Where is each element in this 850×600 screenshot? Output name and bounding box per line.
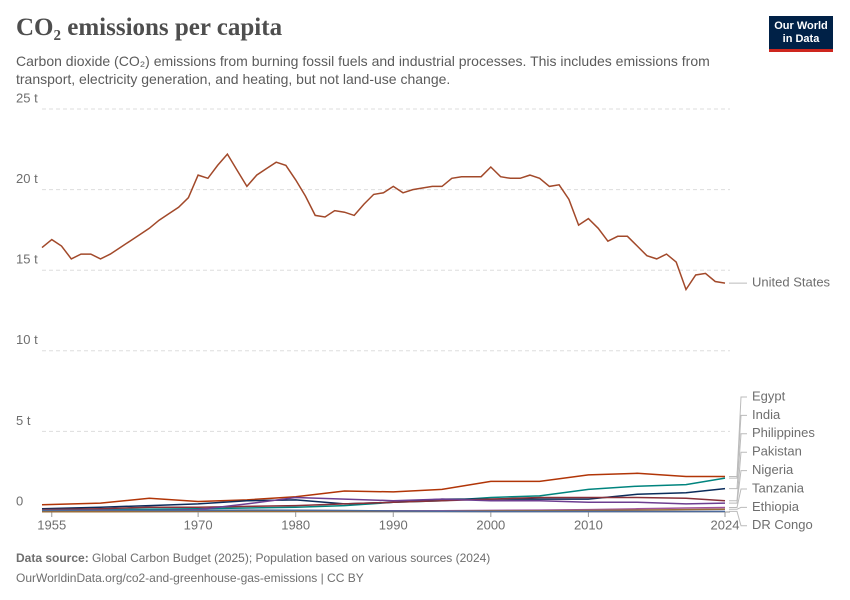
footer-url: OurWorldinData.org/co2-and-greenhouse-ga… xyxy=(16,571,364,585)
y-tick-label: 25 t xyxy=(16,90,38,105)
source-label: Data source: xyxy=(16,551,89,565)
legend-label: Philippines xyxy=(752,425,815,440)
x-tick-label: 1990 xyxy=(379,517,408,532)
y-tick-label: 10 t xyxy=(16,332,38,347)
legend-label: United States xyxy=(752,275,831,290)
x-tick-label: 2000 xyxy=(476,517,505,532)
legend-label: Nigeria xyxy=(752,462,794,477)
x-tick-label: 1970 xyxy=(184,517,213,532)
x-tick-label: 2024 xyxy=(711,517,740,532)
series-line xyxy=(41,509,726,513)
x-tick-label: 1980 xyxy=(281,517,310,532)
source: Global Carbon Budget (2025); Population … xyxy=(92,551,491,565)
logo-line: in Data xyxy=(782,33,820,45)
label-connector xyxy=(729,470,747,504)
x-tick-label: 2010 xyxy=(574,517,603,532)
y-tick-label: 0 xyxy=(16,493,23,508)
footer: Data source: Global Carbon Budget (2025)… xyxy=(16,548,490,588)
source-line: Data source: Global Carbon Budget (2025)… xyxy=(16,548,490,568)
label-connector xyxy=(729,396,747,478)
chart-subtitle: Carbon dioxide (CO₂) emissions from burn… xyxy=(16,53,710,87)
y-tick-label: 5 t xyxy=(16,413,31,428)
legend-label: DR Congo xyxy=(752,517,813,532)
series-line xyxy=(41,496,726,511)
y-tick-label: 15 t xyxy=(16,252,38,267)
x-tick-label: 1955 xyxy=(37,517,66,532)
label-connector xyxy=(729,433,747,490)
chart: 0 5 t 10 t 15 t 20 t 25 t 1955 1970 1980 1990 2000… xyxy=(16,90,831,532)
legend-label: Tanzania xyxy=(752,480,805,495)
legend-label: Ethiopia xyxy=(752,499,800,514)
label-connector xyxy=(729,506,747,510)
legend-label: Egypt xyxy=(752,388,786,403)
chart-title: CO₂ emissions per capita xyxy=(16,14,283,41)
label-connector xyxy=(729,488,747,508)
logo[interactable]: Our World in Data xyxy=(769,16,833,52)
series-line xyxy=(41,152,726,292)
label-connector xyxy=(729,414,747,479)
label-connector xyxy=(729,451,747,502)
label-connector xyxy=(729,510,747,527)
legend-label: Pakistan xyxy=(752,444,802,459)
series-line xyxy=(41,472,725,506)
y-tick-label: 20 t xyxy=(16,171,38,186)
legend-label: India xyxy=(752,407,781,422)
logo-line: Our World xyxy=(774,20,828,32)
